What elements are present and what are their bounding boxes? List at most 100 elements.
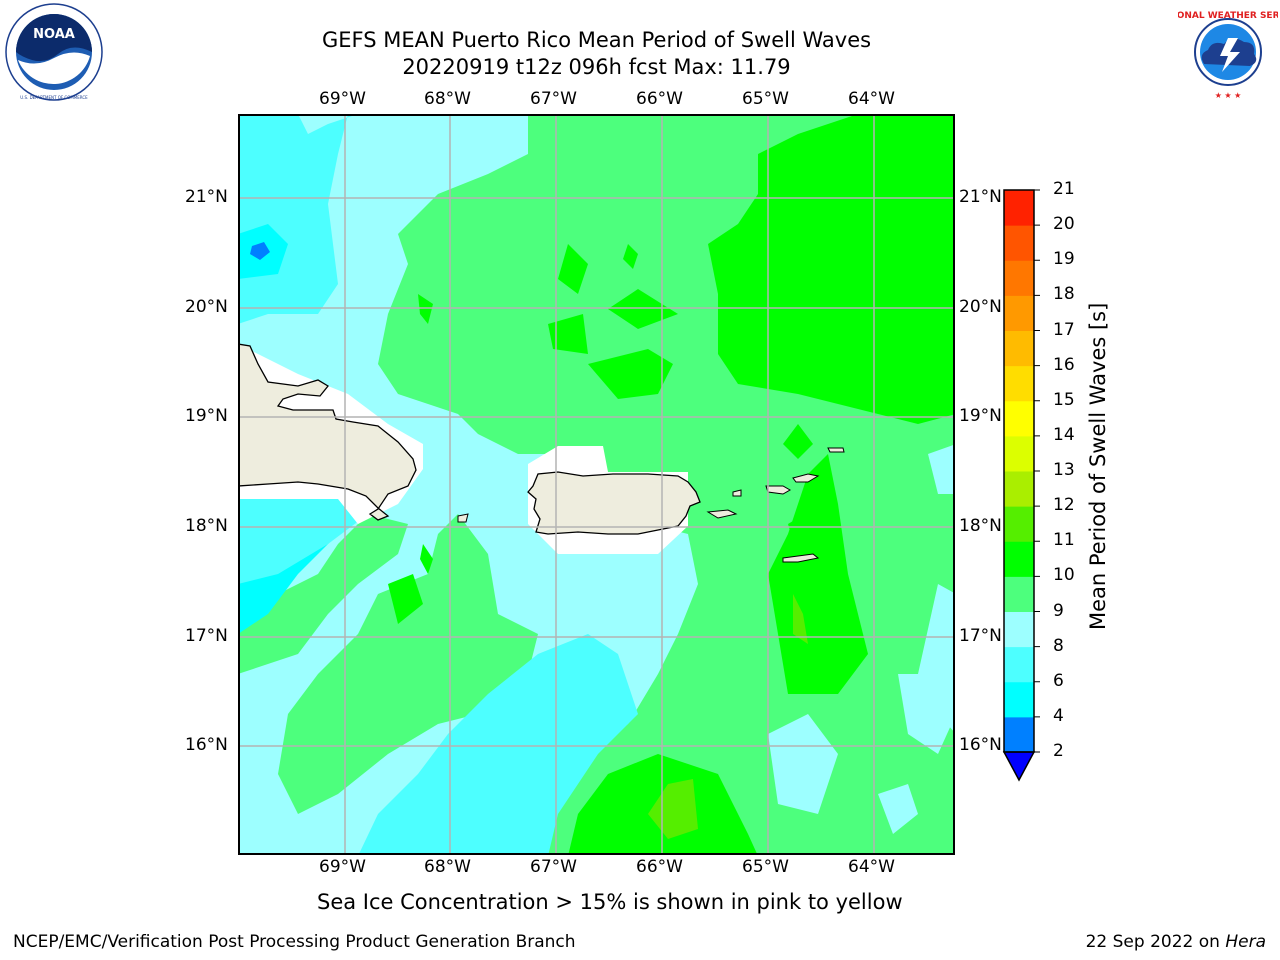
colorbar-level-label: 21	[1053, 179, 1075, 199]
lat-tick-right-20: 20°N	[959, 297, 1002, 317]
colorbar-level-label: 10	[1053, 565, 1075, 586]
lat-tick-right-16: 16°N	[959, 735, 1002, 755]
colorbar-level-label: 15	[1053, 389, 1075, 410]
lon-tick-top-64: 64°W	[848, 89, 895, 109]
lat-tick-left-17: 17°N	[185, 626, 228, 646]
colorbar-level-label: 20	[1053, 214, 1075, 235]
colorbar-swatch	[1004, 541, 1034, 577]
contour-10-11-blob6	[418, 294, 433, 324]
map-subtitle: 20220919 t12z 096h fcst Max: 11.79	[402, 55, 791, 79]
colorbar-title: Mean Period of Swell Waves [s]	[1086, 302, 1110, 630]
lon-tick-bottom-64: 64°W	[848, 857, 895, 877]
contour-10-11-blob7	[783, 424, 813, 459]
contour-8-9-s2	[768, 714, 838, 814]
contour-10-11-blob3	[608, 289, 678, 329]
footer-date-text: 22 Sep 2022 on	[1085, 932, 1226, 952]
colorbar-swatch	[1004, 471, 1034, 507]
lat-tick-right-18: 18°N	[959, 516, 1002, 536]
contour-10-11-sw-c	[420, 544, 433, 574]
map-title: GEFS MEAN Puerto Rico Mean Period of Swe…	[321, 28, 872, 52]
colorbar-under-arrow	[1002, 751, 1036, 782]
contour-10-11-blob5	[588, 349, 673, 399]
contour-10-11-blob2	[623, 244, 638, 269]
colorbar-level-label: 14	[1053, 424, 1075, 445]
lon-tick-top-68: 68°W	[424, 89, 471, 109]
lat-tick-left-18: 18°N	[185, 516, 228, 536]
lon-tick-bottom-67: 67°W	[530, 857, 577, 877]
island-vieques	[706, 509, 738, 519]
colorbar-swatch	[1004, 260, 1034, 296]
contour-8-9-se	[898, 674, 954, 754]
svg-text:U.S. DEPARTMENT OF COMMERCE: U.S. DEPARTMENT OF COMMERCE	[20, 95, 88, 100]
sea-ice-caption: Sea Ice Concentration > 15% is shown in …	[317, 890, 903, 914]
lat-tick-left-19: 19°N	[185, 406, 228, 426]
lat-tick-left-21: 21°N	[185, 187, 228, 207]
svg-text:★ ★ ★: ★ ★ ★	[1215, 91, 1242, 100]
island-anegada	[827, 447, 845, 453]
contour-10-11-sw-b	[388, 574, 423, 624]
lat-tick-right-21: 21°N	[959, 187, 1002, 207]
colorbar-swatch	[1004, 576, 1034, 612]
land-hispaniola	[239, 343, 417, 521]
footer-host: Hera	[1225, 932, 1266, 952]
colorbar-level-label: 6	[1053, 670, 1064, 691]
colorbar-swatch	[1004, 716, 1034, 753]
lat-tick-right-19: 19°N	[959, 406, 1002, 426]
colorbar-level-label: 2	[1053, 741, 1064, 761]
colorbar-swatch	[1004, 190, 1034, 226]
noaa-logo: NOAA U.S. DEPARTMENT OF COMMERCE	[2, 2, 106, 102]
contour-10-11-blob1	[558, 244, 588, 294]
colorbar-swatch	[1004, 365, 1034, 402]
contour-6-8-w	[239, 499, 368, 584]
colorbar-swatch	[1004, 681, 1034, 718]
map-frame	[238, 114, 955, 855]
lon-tick-top-66: 66°W	[636, 89, 683, 109]
lat-tick-left-16: 16°N	[185, 735, 228, 755]
lat-tick-left-20: 20°N	[185, 297, 228, 317]
lon-tick-top-69: 69°W	[319, 89, 366, 109]
contour-9-10-w	[239, 514, 408, 674]
colorbar-level-label: 8	[1053, 635, 1064, 656]
contour-10-11-blob4	[548, 314, 588, 354]
contour-11-12-east	[793, 594, 808, 644]
contour-4-nw	[250, 242, 270, 260]
contour-9-10-sw	[278, 514, 538, 814]
colorbar-swatch	[1004, 400, 1034, 437]
contour-6-8-s	[358, 634, 638, 854]
footer-date: 22 Sep 2022 on Hera	[1086, 932, 1266, 952]
island-mona	[457, 513, 469, 523]
footer-credit: NCEP/EMC/Verification Post Processing Pr…	[13, 932, 576, 952]
colorbar	[1000, 186, 1040, 786]
colorbar-swatch	[1004, 330, 1034, 367]
lon-tick-top-67: 67°W	[530, 89, 577, 109]
colorbar-level-label: 4	[1053, 705, 1064, 726]
nws-logo-text: NATIONAL WEATHER SERVICE	[1178, 11, 1278, 21]
colorbar-level-label: 11	[1053, 530, 1075, 551]
colorbar-level-label: 16	[1053, 354, 1075, 375]
colorbar-swatches	[1002, 189, 1040, 782]
colorbar-swatch	[1004, 295, 1034, 331]
island-st-croix	[782, 553, 820, 563]
colorbar-level-label: 12	[1053, 495, 1075, 516]
lon-tick-bottom-68: 68°W	[424, 857, 471, 877]
nws-logo: NATIONAL WEATHER SERVICE ★ ★ ★	[1153, 2, 1280, 102]
colorbar-swatch	[1004, 611, 1034, 648]
lon-tick-bottom-69: 69°W	[319, 857, 366, 877]
colorbar-level-label: 9	[1053, 600, 1064, 621]
contour-11-12-south	[648, 779, 698, 839]
colorbar-swatch	[1004, 506, 1034, 542]
swell-period-map	[238, 114, 955, 855]
contour-8-9-s3	[878, 784, 918, 834]
contour-10-11-ne	[708, 115, 954, 424]
colorbar-swatch	[1004, 435, 1034, 472]
colorbar-level-label: 19	[1053, 249, 1075, 270]
map-gridlines	[239, 115, 954, 854]
map-panel	[238, 114, 956, 856]
island-tortola	[792, 473, 820, 483]
colorbar-level-label: 18	[1053, 284, 1075, 305]
island-culebra	[732, 489, 742, 497]
colorbar-swatch	[1004, 225, 1034, 261]
colorbar-tick-labels: 2 4 6 8 9 10 11 12 13 14 15 16 17 18 19 20 21	[1053, 0, 1113, 960]
lon-tick-bottom-66: 66°W	[636, 857, 683, 877]
lon-tick-top-65: 65°W	[742, 89, 789, 109]
